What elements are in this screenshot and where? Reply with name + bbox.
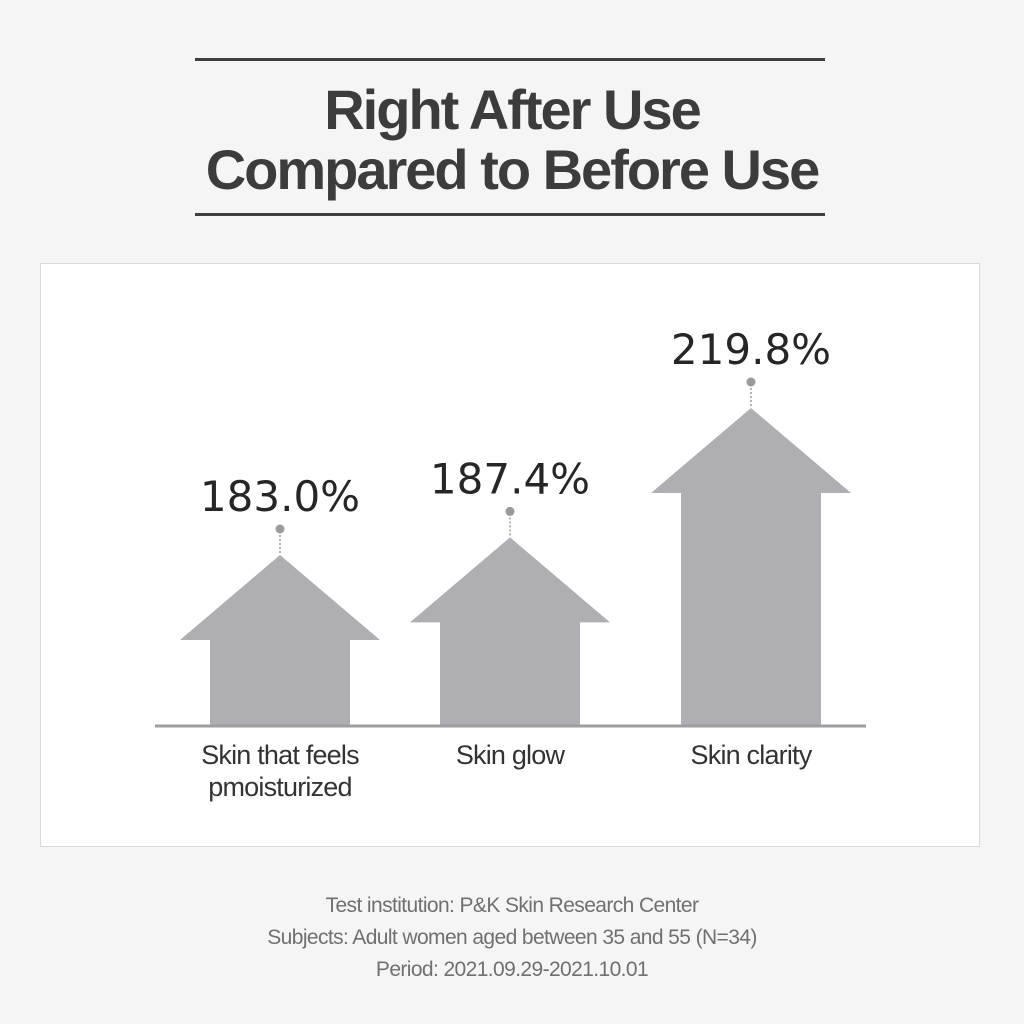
data-label-3: 219.8%: [671, 325, 831, 374]
chart-panel: 183.0% 187.4% 219.8% Skin that feels pmoist…: [40, 263, 980, 847]
category-label-line: Skin clarity: [690, 740, 813, 770]
data-label-1: 183.0%: [200, 472, 360, 521]
footnotes: Test institution: P&K Skin Research Cent…: [100, 890, 924, 986]
category-label-3: Skin clarity: [631, 739, 871, 771]
footnote-period: Period: 2021.09.29-2021.10.01: [375, 958, 649, 981]
data-label-2: 187.4%: [430, 454, 590, 503]
arrow-bar-1: [180, 555, 380, 725]
page-title: Right After Use Compared to Before Use: [150, 80, 874, 200]
title-line-1: Right After Use: [324, 78, 702, 141]
footnote-subjects: Subjects: Adult women aged between 35 an…: [267, 926, 757, 949]
title-bottom-rule: [195, 213, 825, 216]
title-line-2: Compared to Before Use: [205, 138, 821, 201]
category-label-line: pmoisturized: [208, 772, 352, 802]
value-dot-1: [275, 524, 285, 534]
arrow-bar-3: [651, 408, 851, 725]
category-label-line: Skin glow: [455, 740, 565, 770]
chart-svg: 183.0% 187.4% 219.8%: [155, 325, 866, 728]
arrow-bar-2: [410, 537, 610, 725]
value-dot-2: [505, 506, 515, 516]
value-dot-3: [746, 377, 756, 387]
category-label-2: Skin glow: [390, 739, 630, 771]
footnote-institution: Test institution: P&K Skin Research Cent…: [325, 894, 699, 917]
category-label-line: Skin that feels: [201, 740, 359, 770]
title-top-rule: [195, 58, 825, 61]
category-label-1: Skin that feels pmoisturized: [160, 739, 400, 803]
